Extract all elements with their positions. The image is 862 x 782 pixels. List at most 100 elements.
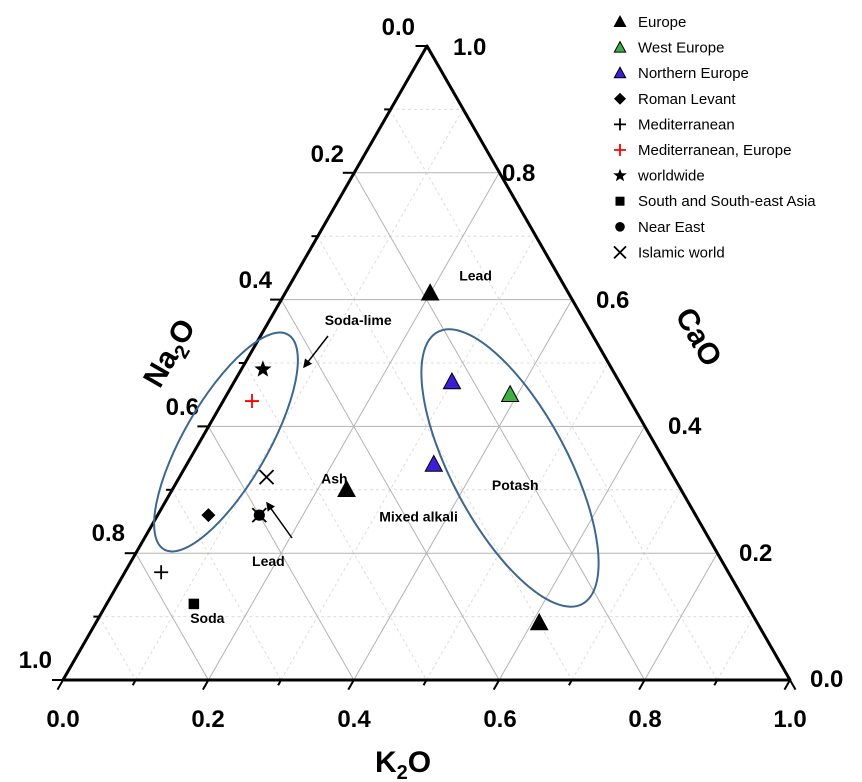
- tick-label-bottom: 0.4: [337, 706, 371, 733]
- grid-line-minor: [135, 109, 464, 681]
- tick-label-right: 0.6: [596, 287, 629, 314]
- tick-mark: [492, 679, 501, 691]
- legend-marker: [613, 168, 627, 182]
- legend-marker: [614, 144, 626, 156]
- tick-mark: [425, 45, 433, 57]
- tick-mark: [716, 552, 724, 564]
- tick-label-bottom: 0.6: [483, 706, 516, 733]
- legend-marker: [613, 245, 627, 260]
- grid-line-major: [353, 299, 573, 681]
- legend-label: West Europe: [638, 40, 724, 57]
- grid-line-minor: [244, 362, 427, 681]
- tick-mark: [422, 679, 428, 686]
- axis-title-cao: CaO: [669, 302, 728, 372]
- annotation-label: Potash: [492, 477, 539, 493]
- data-point: [251, 507, 267, 523]
- tick-label-left: 0.4: [239, 267, 273, 294]
- tick-label-right: 1.0: [453, 34, 486, 61]
- grid-line-minor: [98, 616, 137, 681]
- annotation-label: Soda-lime: [325, 312, 392, 328]
- annotations: Lead Soda-lime Ash Mixed alkali Potash Lead So…: [190, 268, 538, 626]
- tick-mark: [713, 679, 719, 686]
- annotation-label: Soda: [190, 610, 224, 626]
- legend-label: South and South-east Asia: [638, 193, 816, 210]
- data-point: [529, 612, 549, 631]
- tick-mark: [56, 679, 64, 691]
- left-axis-ticks: 0.0 0.2 0.4 0.6 0.8 1.0: [19, 14, 415, 674]
- data-point: [254, 360, 272, 377]
- grid-line-major: [353, 172, 646, 681]
- grid-line-major: [644, 552, 718, 681]
- grid-line-major: [207, 426, 355, 681]
- lead-arrow: [266, 501, 293, 539]
- axis-title-k2o: K2O: [375, 746, 431, 782]
- tick-label-bottom: 0.0: [46, 706, 79, 733]
- legend-label: Northern Europe: [638, 65, 749, 82]
- tick-label-bottom: 0.8: [628, 706, 661, 733]
- data-point: [258, 469, 275, 485]
- annotation-label: Lead: [459, 268, 492, 284]
- tick-label-left: 0.2: [311, 141, 344, 168]
- grid-line-minor: [317, 235, 573, 681]
- legend-label: Europe: [638, 14, 686, 31]
- annotation-label: Mixed alkali: [379, 509, 458, 525]
- data-point: [188, 598, 200, 610]
- major-grid: [135, 172, 718, 681]
- tick-label-bottom: 1.0: [773, 706, 806, 733]
- data-point: [442, 371, 462, 390]
- legend-label: Near East: [638, 219, 706, 236]
- grid-line-minor: [280, 235, 536, 681]
- tick-label-right: 0.4: [668, 413, 702, 440]
- axis-title-na2o: Na2O: [137, 313, 206, 395]
- right-axis-ticks: 1.0 0.8 0.6 0.4 0.2 0.0: [453, 34, 843, 693]
- tick-label-right: 0.2: [739, 540, 772, 567]
- tick-label-bottom: 0.2: [191, 706, 224, 733]
- tick-mark: [643, 425, 651, 437]
- tick-mark: [638, 679, 646, 691]
- tick-mark: [571, 299, 579, 310]
- tick-label-right: 0.8: [502, 160, 535, 187]
- tick-mark: [461, 108, 467, 116]
- annotation-label: Ash: [321, 470, 347, 486]
- potash-ellipse: [420, 328, 600, 608]
- data-point: [201, 508, 216, 523]
- grid-line-major: [280, 299, 500, 681]
- bottom-axis-ticks: 0.0 0.2 0.4 0.6 0.8 1.0: [46, 706, 806, 733]
- legend-marker: [615, 222, 625, 232]
- legend-label: Islamic world: [638, 244, 725, 261]
- data-points: [154, 283, 549, 631]
- legend-marker: [615, 196, 625, 206]
- tick-marks: [52, 45, 797, 691]
- legend-label: Mediterranean, Europe: [638, 142, 791, 159]
- grid-line-minor: [171, 489, 282, 681]
- legend-marker: [614, 92, 626, 105]
- grid-line-minor: [426, 362, 609, 681]
- tick-label-left: 0.0: [382, 14, 415, 41]
- tick-mark: [131, 679, 137, 686]
- tick-label-left: 0.6: [166, 394, 199, 421]
- data-point: [245, 394, 260, 409]
- tick-label-left: 1.0: [19, 647, 52, 674]
- tick-mark: [498, 172, 506, 183]
- legend-label: worldwide: [637, 168, 705, 185]
- legend-label: Roman Levant: [638, 91, 736, 108]
- data-point: [420, 283, 440, 301]
- legend-marker: [613, 14, 627, 27]
- data-point: [337, 479, 356, 498]
- tick-label-left: 0.8: [92, 520, 125, 547]
- tick-mark: [789, 679, 797, 691]
- legend: Europe West Europe Northern Europe Roman Le…: [613, 14, 816, 261]
- tick-mark: [607, 362, 613, 369]
- soda-lime-ellipse: [153, 331, 299, 553]
- tick-mark: [202, 679, 210, 691]
- legend-marker: [613, 66, 627, 79]
- data-point: [154, 565, 169, 580]
- grid-line-minor: [389, 109, 718, 681]
- grid-line-minor: [716, 616, 755, 681]
- tick-mark: [783, 679, 791, 691]
- legend-label: Mediterranean: [638, 116, 735, 133]
- data-point: [424, 454, 444, 472]
- tick-mark: [534, 235, 540, 242]
- tick-mark: [680, 489, 685, 496]
